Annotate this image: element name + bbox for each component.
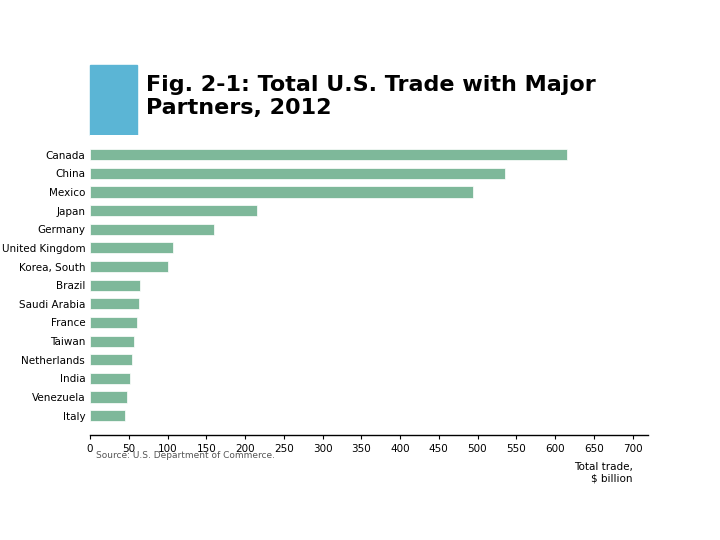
- Text: Total trade,
$ billion: Total trade, $ billion: [574, 462, 632, 484]
- Bar: [90, 410, 125, 421]
- Bar: [90, 261, 168, 272]
- Bar: [90, 298, 139, 309]
- Text: Source: U.S. Department of Commerce.: Source: U.S. Department of Commerce.: [96, 451, 274, 460]
- Bar: [90, 392, 127, 403]
- Bar: [90, 224, 214, 235]
- Text: 2-4: 2-4: [697, 523, 713, 533]
- Bar: [90, 335, 134, 347]
- Bar: [90, 186, 473, 198]
- Text: Copyright © 2015 Pearson Education, Inc. All rights reserved.: Copyright © 2015 Pearson Education, Inc.…: [7, 523, 308, 533]
- Bar: [90, 354, 132, 366]
- Text: Fig. 2-1: Total U.S. Trade with Major
Partners, 2012: Fig. 2-1: Total U.S. Trade with Major Pa…: [145, 75, 595, 118]
- Bar: [90, 280, 140, 291]
- Bar: [90, 168, 505, 179]
- Bar: [90, 242, 173, 253]
- Bar: [90, 373, 130, 384]
- Bar: [90, 205, 258, 216]
- Bar: [90, 65, 138, 136]
- Bar: [90, 317, 137, 328]
- Bar: [90, 149, 567, 160]
